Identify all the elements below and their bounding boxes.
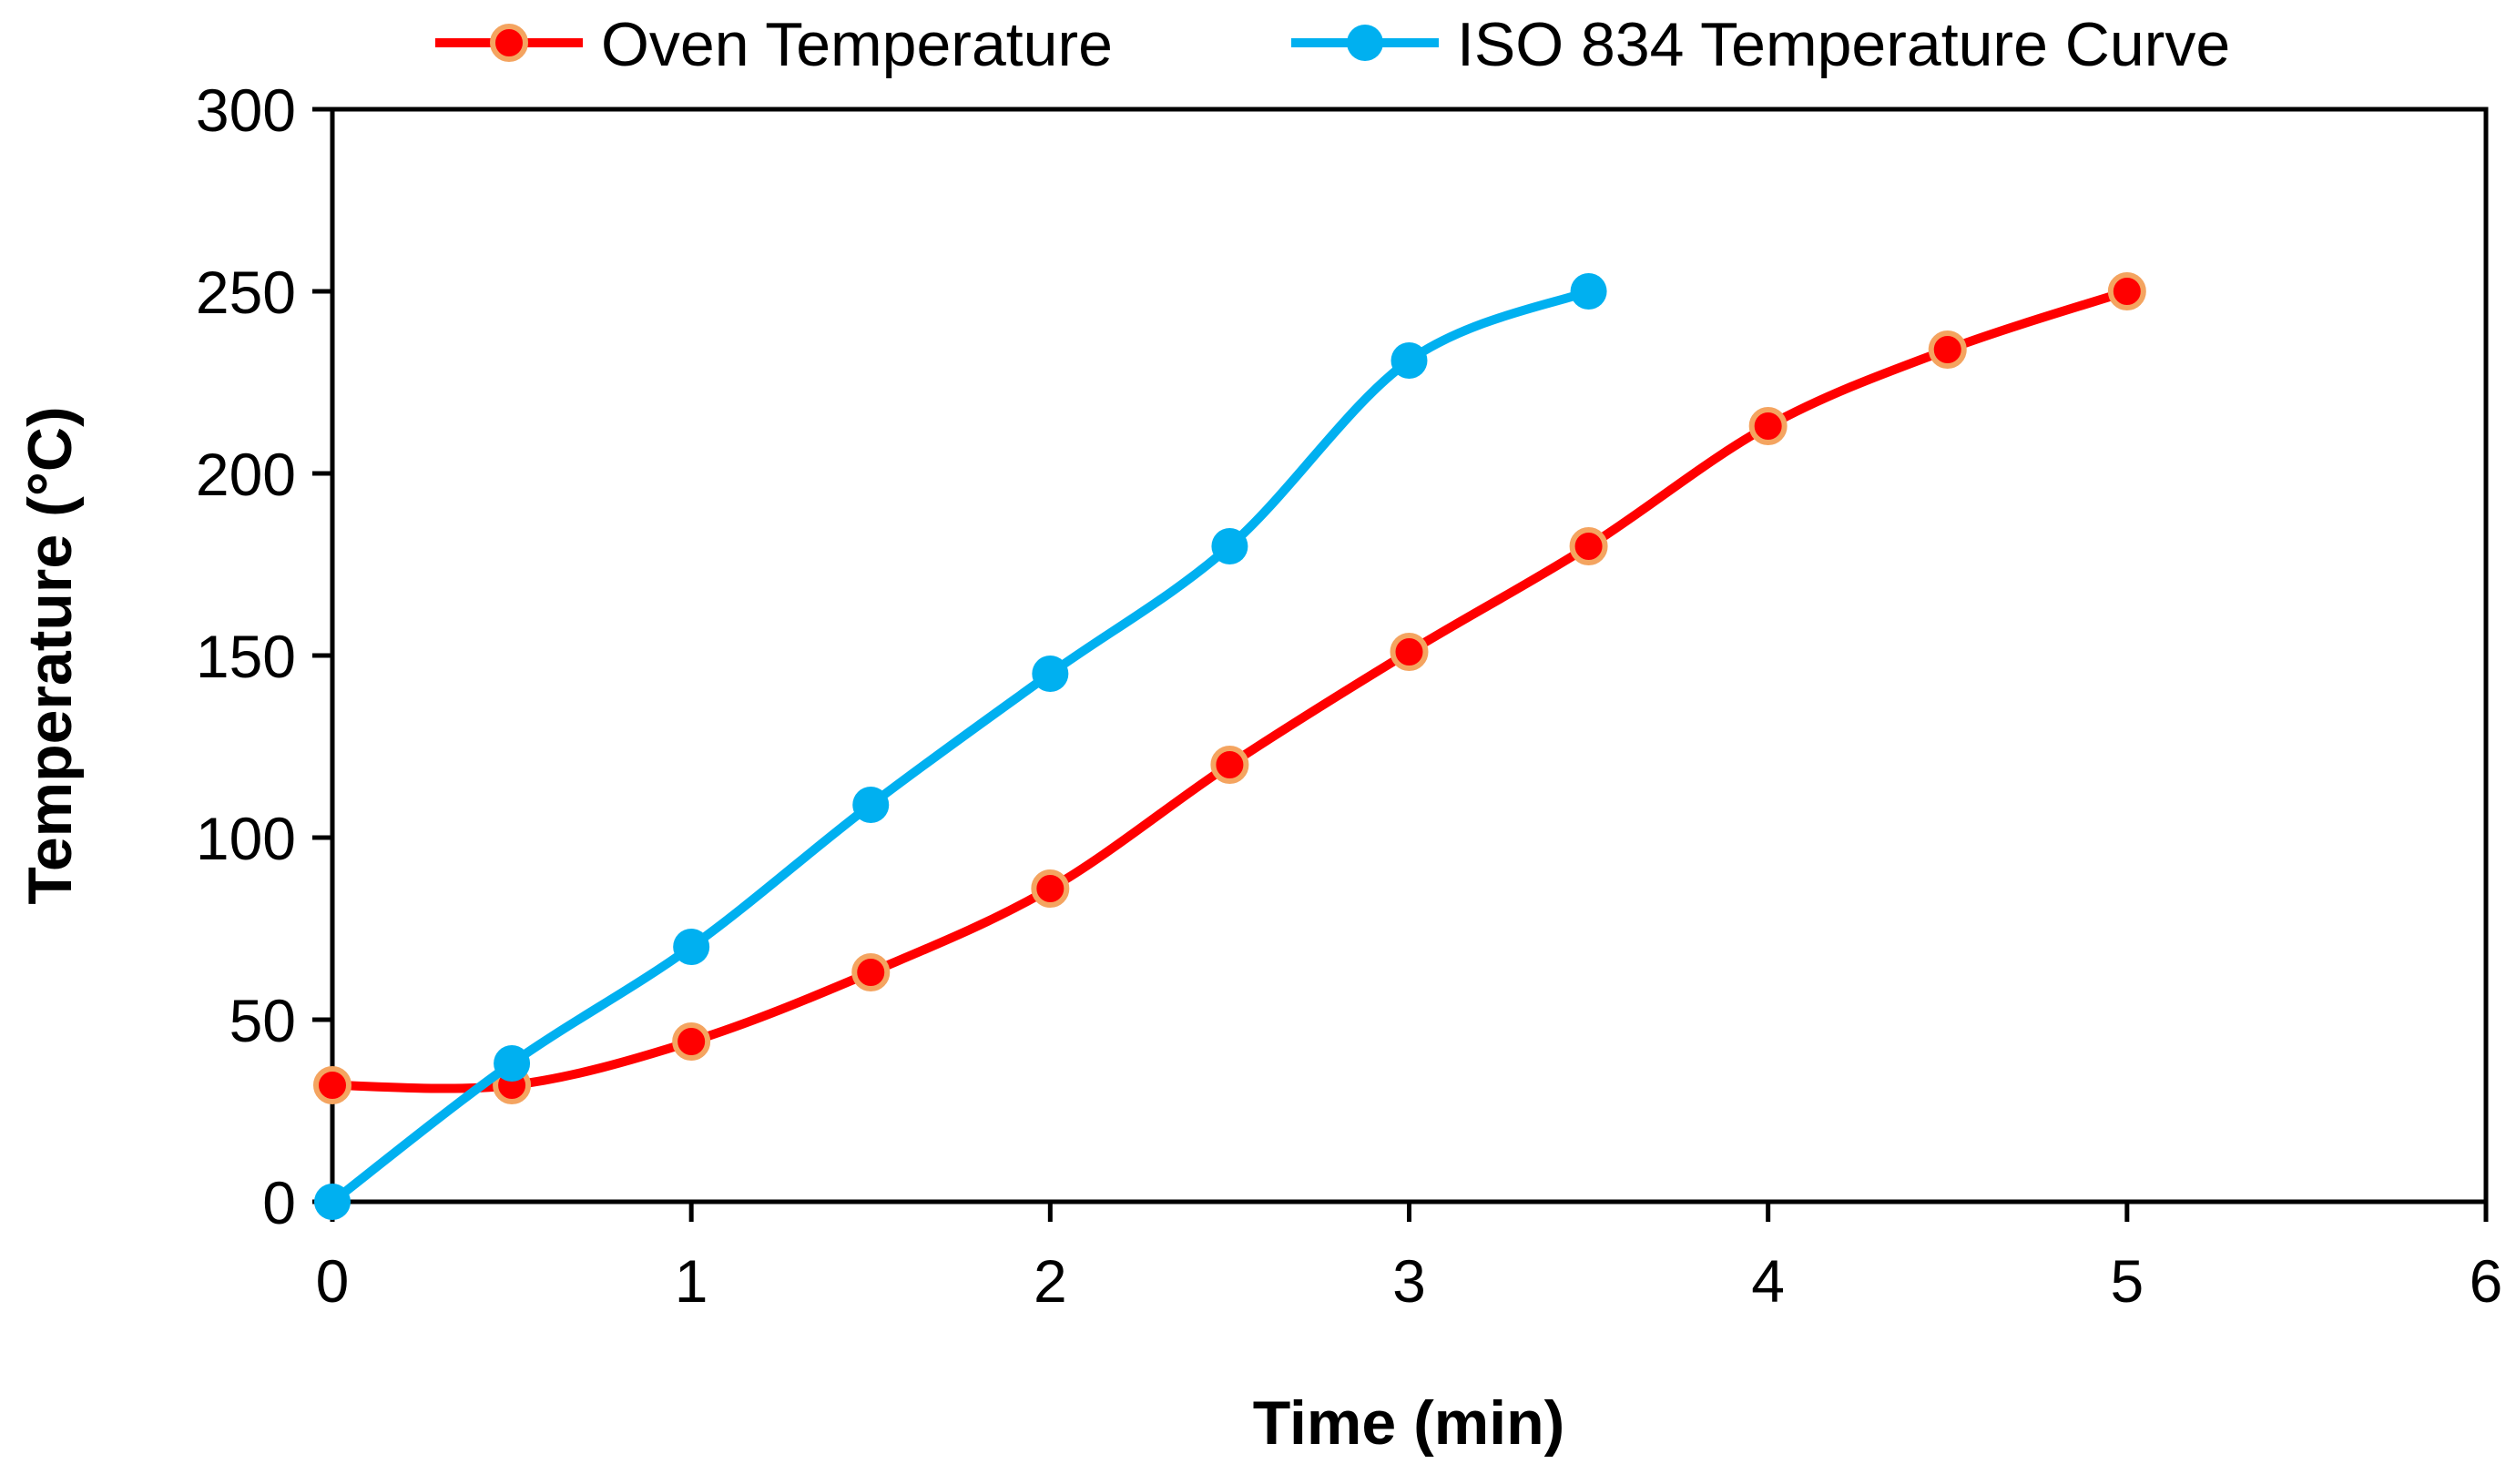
data-point [852,787,890,823]
x-tick-label: 3 [1392,1247,1426,1315]
data-point [1031,869,1070,908]
y-tick-label: 100 [196,805,296,872]
x-tick-label: 6 [2470,1247,2503,1315]
y-tick-label: 250 [196,259,296,326]
data-point [1570,273,1607,310]
y-tick-label: 50 [229,987,296,1054]
x-tick-label: 2 [1034,1247,1067,1315]
data-point [672,1022,711,1061]
data-point [313,1066,351,1104]
y-tick-label: 150 [196,623,296,690]
x-tick-label: 5 [2110,1247,2144,1315]
y-tick-label: 0 [262,1169,296,1236]
legend-marker-oven [490,24,528,62]
data-point [2107,272,2146,310]
series-line [328,287,2132,1093]
y-tick-label: 300 [196,76,296,144]
data-point [1390,633,1429,671]
x-tick-label: 1 [675,1247,708,1315]
data-point [673,929,710,965]
y-axis-ticks: 0 50 100 150 200 250 300 [196,76,332,1236]
x-tick-label: 0 [316,1247,350,1315]
x-axis-ticks: 0 1 2 3 4 5 6 [316,1202,2503,1315]
series-oven [313,272,2146,1104]
series-layer [313,272,2146,1220]
data-point [1211,528,1248,564]
series-line [328,287,1594,1206]
legend-item-oven: Oven Temperature [435,10,1113,79]
data-point [1928,330,1967,369]
x-tick-label: 4 [1751,1247,1785,1315]
data-point [1210,746,1249,784]
legend-item-iso: ISO 834 Temperature Curve [1291,10,2230,79]
data-point [851,953,891,991]
legend: Oven Temperature ISO 834 Temperature Cur… [435,10,2230,79]
data-point [1032,656,1069,692]
y-axis-title: Temperature (°C) [15,406,85,904]
data-point [1748,407,1788,445]
y-tick-label: 200 [196,441,296,508]
data-point [1390,342,1428,379]
data-point [314,1184,351,1220]
data-point [1569,527,1608,565]
legend-label-oven: Oven Temperature [601,10,1113,79]
legend-marker-iso [1347,25,1383,61]
x-axis-title: Time (min) [1253,1388,1565,1458]
legend-label-iso: ISO 834 Temperature Curve [1457,10,2230,79]
data-point [494,1045,531,1082]
series-iso [314,273,1607,1220]
